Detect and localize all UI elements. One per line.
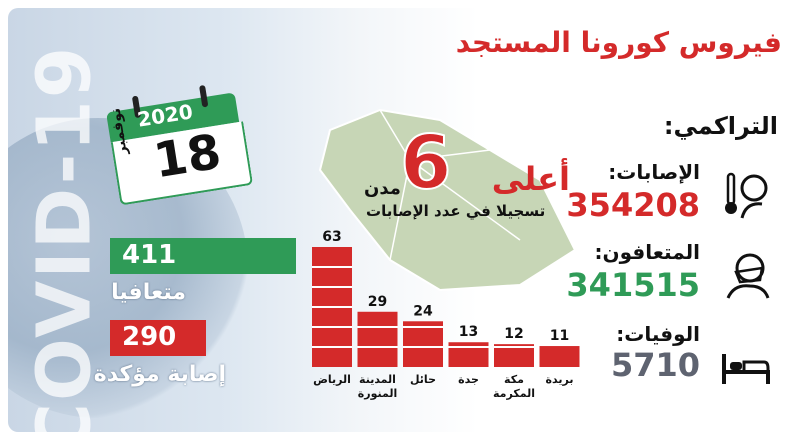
- daily-confirmed-bar: 290: [110, 320, 206, 356]
- masked-person-icon: [726, 253, 770, 299]
- highlight-unit: مدن: [364, 178, 401, 199]
- cumulative-deaths-value: 5710: [610, 346, 700, 384]
- chart-bar: [403, 321, 443, 367]
- calendar-icon: 2020 18 نوفمبر: [104, 81, 254, 210]
- page-title: فيروس كورونا المستجد: [455, 26, 782, 59]
- bed-icon: [722, 354, 770, 384]
- cumulative-header: التراكمي:: [663, 112, 778, 140]
- daily-confirmed-value: 290: [122, 322, 177, 352]
- cumulative-cases-value: 354208: [566, 186, 700, 224]
- chart-value-label: 63: [322, 229, 341, 245]
- thermometer-patient-icon: [725, 172, 768, 219]
- chart-value-label: 24: [413, 303, 433, 319]
- top-cities-highlight: أعلى 6 مدن: [360, 119, 570, 230]
- chart-category-label: جدة: [458, 373, 479, 386]
- chart-value-label: 13: [459, 324, 478, 340]
- chart-value-label: 29: [368, 294, 387, 310]
- chart-bar: [448, 342, 489, 367]
- cumulative-deaths-label: الوفيات:: [616, 322, 700, 346]
- cumulative-recovered-value: 341515: [566, 266, 700, 304]
- chart-category-label: بريدة: [546, 373, 574, 386]
- cumulative-cases-label: الإصابات:: [608, 160, 700, 184]
- chart-value-label: 12: [504, 326, 523, 342]
- cumulative-recovered-label: المتعافون:: [594, 240, 700, 264]
- daily-confirmed-label: إصابة مؤكدة: [93, 362, 226, 387]
- chart-category-label: الرياض: [313, 373, 351, 386]
- saudi-map: [318, 108, 577, 292]
- chart-bar: [494, 344, 534, 367]
- chart-value-label: 11: [550, 328, 569, 344]
- daily-recovered-bar: 411: [110, 238, 296, 274]
- daily-recovered-value: 411: [122, 240, 177, 270]
- chart-category-label: المدينة المنورة: [358, 373, 398, 400]
- highlight-prefix: أعلى: [491, 160, 570, 198]
- cities-bar-chart: 63 الرياض 29 المدينة المنورة 24 حائل 13 جدة 12 مكة…: [312, 229, 580, 400]
- chart-bar: [357, 311, 398, 367]
- highlight-number: 6: [399, 119, 452, 207]
- calendar-day: 18: [149, 123, 225, 190]
- chart-bar: [539, 346, 580, 367]
- highlight-subtitle: تسجيلا في عدد الإصابات: [366, 202, 546, 220]
- daily-recovered-label: متعافيا: [111, 280, 186, 305]
- chart-category-label: مكة المكرمة: [493, 373, 535, 400]
- chart-category-label: حائل: [410, 373, 436, 386]
